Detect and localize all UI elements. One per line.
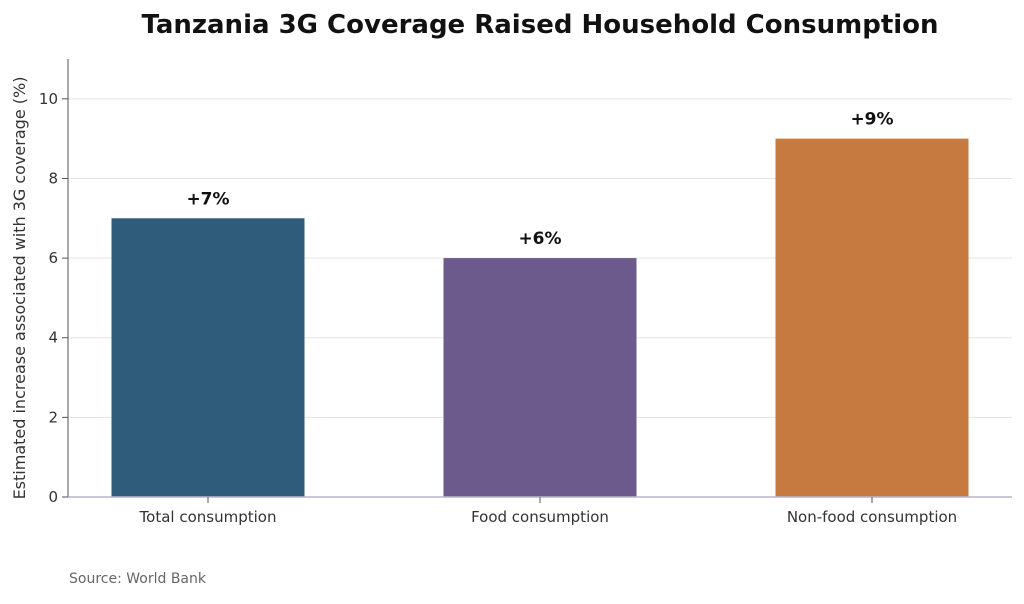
y-tick-label: 0 [48, 488, 58, 506]
y-tick-label: 4 [48, 329, 58, 347]
x-tick-label: Total consumption [139, 508, 277, 526]
bar [443, 258, 637, 497]
bar [775, 138, 969, 498]
y-tick-label: 2 [48, 408, 58, 426]
y-axis-label: Estimated increase associated with 3G co… [10, 77, 29, 500]
y-tick-label: 8 [48, 169, 58, 187]
bar [111, 218, 305, 498]
data-labels: +7% +6% +9% [186, 110, 893, 249]
x-ticks: Total consumption Food consumption Non-foo… [139, 497, 957, 526]
x-tick-label: Non-food consumption [787, 508, 957, 526]
chart-title: Tanzania 3G Coverage Raised Household Co… [141, 10, 938, 40]
data-label: +9% [850, 110, 893, 130]
data-label: +6% [518, 229, 561, 249]
data-label: +7% [186, 189, 229, 209]
y-tick-label: 6 [48, 249, 58, 267]
x-tick-label: Food consumption [471, 508, 609, 526]
y-tick-label: 10 [39, 90, 58, 108]
bars [111, 138, 969, 498]
y-ticks: 0 2 4 6 8 10 [39, 90, 68, 506]
source-note: Source: World Bank [69, 571, 207, 587]
